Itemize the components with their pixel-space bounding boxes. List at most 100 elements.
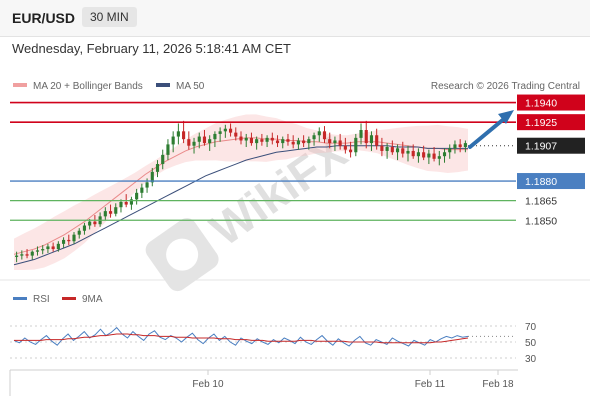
candle-body bbox=[239, 136, 243, 141]
price-level-label: 1.1940 bbox=[525, 98, 557, 110]
candle-body bbox=[349, 149, 353, 153]
candle-body bbox=[411, 150, 415, 157]
candle bbox=[317, 127, 321, 142]
candle bbox=[182, 120, 186, 144]
candle bbox=[338, 133, 342, 150]
timeframe-button[interactable]: 30 MIN bbox=[82, 7, 137, 27]
candle bbox=[411, 144, 415, 159]
candle bbox=[249, 132, 254, 146]
candle-body bbox=[369, 135, 374, 144]
candle-body bbox=[15, 255, 19, 257]
candle-body bbox=[150, 171, 154, 183]
ma20-legend-swatch bbox=[13, 83, 27, 87]
candle-body bbox=[307, 139, 311, 144]
candle-body bbox=[395, 148, 400, 153]
ma50-legend-label: MA 50 bbox=[176, 81, 205, 92]
candle bbox=[312, 132, 316, 146]
candle-body bbox=[406, 150, 410, 154]
price-level-label-bg bbox=[517, 137, 585, 154]
candle-body bbox=[124, 201, 128, 205]
candle bbox=[161, 149, 165, 170]
candle-body bbox=[427, 153, 431, 158]
candle bbox=[135, 188, 139, 205]
candle bbox=[202, 130, 207, 146]
candle bbox=[197, 132, 201, 149]
rsi-legend-label: RSI bbox=[33, 294, 50, 305]
candle-body bbox=[416, 152, 420, 157]
candle bbox=[307, 136, 311, 150]
candle-body bbox=[432, 153, 436, 159]
candle-body bbox=[182, 131, 186, 140]
candle-body bbox=[291, 141, 295, 145]
candle-body bbox=[338, 140, 342, 146]
candle-body bbox=[275, 140, 280, 144]
candle bbox=[427, 149, 431, 165]
candle-body bbox=[108, 211, 113, 214]
candle-body bbox=[448, 148, 452, 153]
candle bbox=[302, 135, 306, 148]
candle bbox=[364, 120, 368, 149]
projection-arrow-head bbox=[498, 110, 514, 124]
candle-body bbox=[176, 131, 180, 137]
rsi-tick-label: 70 bbox=[525, 322, 537, 333]
watermark-emblem bbox=[166, 238, 199, 271]
candle bbox=[114, 203, 118, 217]
candle-body bbox=[312, 135, 316, 140]
candle bbox=[406, 145, 410, 162]
bollinger-band bbox=[14, 114, 468, 270]
candle bbox=[401, 141, 405, 158]
candle-body bbox=[343, 145, 347, 150]
projection-arrow bbox=[468, 110, 514, 149]
price-level-label-bg bbox=[517, 173, 585, 190]
candle bbox=[129, 196, 133, 210]
candle bbox=[354, 133, 358, 157]
candle bbox=[41, 245, 45, 255]
candle bbox=[213, 131, 217, 148]
rsi-tick-label: 30 bbox=[525, 354, 537, 365]
price-level-label: 1.1925 bbox=[525, 117, 557, 129]
datetime-label: Wednesday, February 11, 2026 5:18:41 AM … bbox=[12, 41, 291, 56]
candle bbox=[239, 131, 243, 145]
candle bbox=[359, 123, 363, 145]
candle-body bbox=[93, 221, 97, 225]
candle-body bbox=[218, 131, 222, 134]
candle-body bbox=[67, 239, 71, 242]
candle-body bbox=[228, 128, 233, 133]
candle bbox=[395, 144, 400, 161]
candle bbox=[171, 131, 175, 153]
candle-body bbox=[265, 137, 269, 142]
candle bbox=[119, 199, 123, 213]
candle bbox=[390, 140, 394, 155]
candle bbox=[140, 183, 144, 199]
candle-body bbox=[249, 137, 254, 144]
candle bbox=[380, 137, 384, 157]
candle-body bbox=[51, 246, 55, 250]
candle-body bbox=[354, 137, 358, 153]
candle-body bbox=[234, 132, 238, 137]
price-level-label: 1.1865 bbox=[525, 196, 557, 208]
credit-label: Research © 2026 Trading Central bbox=[431, 81, 580, 92]
candle-body bbox=[375, 135, 379, 146]
candle-body bbox=[223, 128, 227, 132]
candle bbox=[62, 237, 66, 248]
candle-body bbox=[202, 136, 207, 144]
x-tick-label: Feb 11 bbox=[415, 379, 446, 390]
candle-body bbox=[46, 246, 50, 250]
candle bbox=[30, 250, 34, 260]
candle bbox=[463, 140, 467, 153]
candle bbox=[150, 167, 154, 187]
candle bbox=[458, 139, 462, 153]
candle bbox=[291, 135, 295, 149]
price-level-label: 1.1907 bbox=[525, 141, 557, 153]
candle-body bbox=[364, 130, 368, 144]
candle bbox=[416, 148, 420, 163]
price-level-label: 1.1880 bbox=[525, 176, 557, 188]
candle bbox=[93, 215, 97, 227]
candle bbox=[223, 124, 227, 138]
candle bbox=[437, 150, 441, 166]
candle-body bbox=[35, 250, 40, 252]
candle-body bbox=[328, 139, 332, 144]
price-level-label-bg bbox=[517, 94, 585, 111]
candle-body bbox=[192, 141, 196, 146]
